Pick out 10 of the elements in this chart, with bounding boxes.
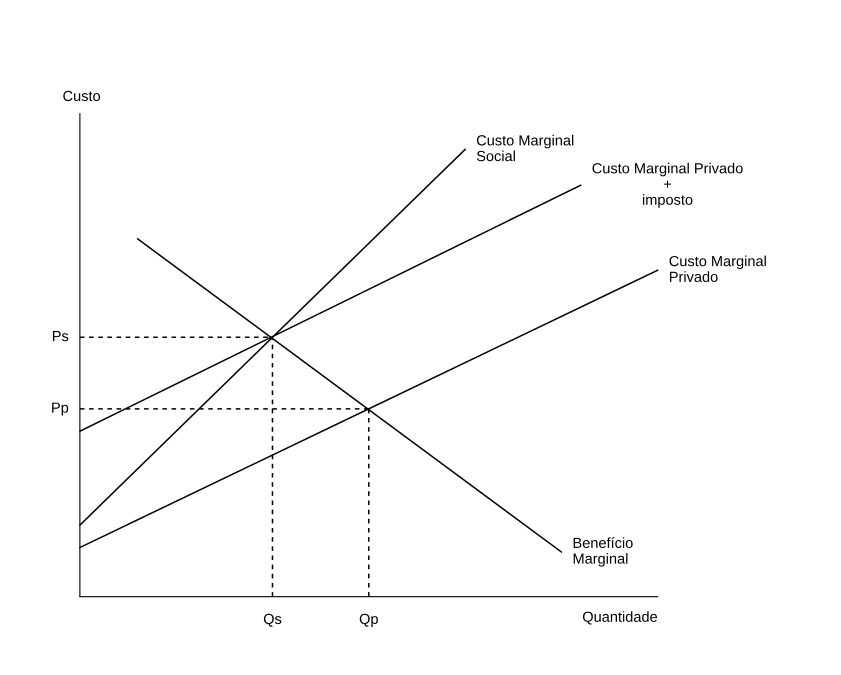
series-label: Pp xyxy=(52,402,68,416)
y-axis-title: Custo xyxy=(63,90,100,102)
series-label: Ps xyxy=(52,331,68,342)
x-axis-title: Quantidade xyxy=(582,611,658,625)
x-tick-label: Qp xyxy=(360,614,378,627)
x-tick-label: Qs xyxy=(264,614,282,627)
series-label: Custo Marginal Social xyxy=(476,134,574,162)
series-label: Custo Marginal Privado + imposto xyxy=(592,162,743,208)
series-label: Custo Marginal Privado xyxy=(670,256,766,282)
series-label: Benefício Marginal xyxy=(574,537,633,567)
